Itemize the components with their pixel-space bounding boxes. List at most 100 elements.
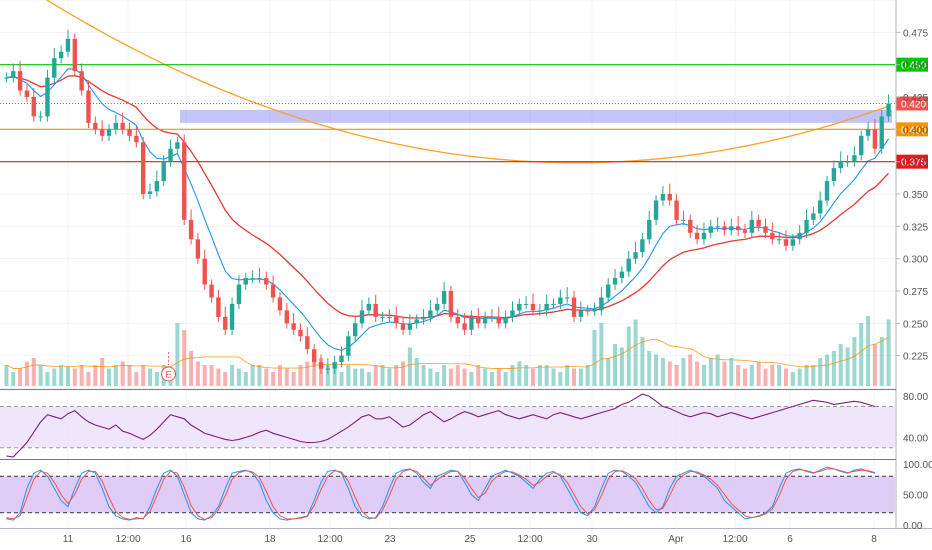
price-candles[interactable] — [4, 29, 891, 374]
candle-body — [65, 38, 71, 52]
volume-bar — [797, 368, 802, 386]
osc2-band — [0, 476, 895, 513]
volume-bar — [339, 372, 344, 386]
volume-bar — [189, 351, 194, 386]
volume-bar — [674, 365, 679, 386]
volume-bar — [387, 368, 392, 386]
volume-bar — [24, 361, 29, 386]
y-tick-label: 0.475 — [903, 28, 928, 39]
candle-body — [585, 310, 590, 312]
candle-body — [476, 316, 481, 324]
volume-bar — [462, 368, 467, 386]
volume-bar — [45, 372, 50, 386]
candle-body — [770, 232, 775, 240]
candle-body — [72, 38, 78, 72]
candle-body — [886, 103, 891, 117]
candle-body — [243, 278, 248, 285]
volume-bar — [106, 368, 111, 386]
volume-bar — [681, 358, 686, 386]
x-tick-label: 12:00 — [517, 534, 542, 545]
volume-bar — [360, 368, 365, 386]
volume-bar — [332, 368, 337, 386]
candle-body — [681, 219, 686, 221]
osc1-line — [6, 393, 876, 458]
volume-bar — [572, 368, 577, 386]
volume-bar — [606, 358, 611, 386]
event-marker-label: E — [166, 370, 172, 380]
volume-bar — [524, 365, 529, 386]
volume-bar — [503, 372, 508, 386]
volume-bar — [619, 347, 624, 386]
candle-body — [845, 161, 850, 163]
volume-bar — [489, 372, 494, 386]
candle-body — [113, 122, 119, 130]
event-marker-circle — [161, 366, 177, 382]
volume-bar — [722, 361, 727, 386]
volume-bar — [695, 361, 700, 386]
volume-bar — [230, 365, 235, 386]
volume-bar — [79, 365, 84, 386]
volume-bar — [585, 365, 590, 386]
candle-body — [708, 226, 713, 233]
volume-bar — [825, 354, 830, 386]
volume-bar — [182, 330, 187, 386]
candle-body — [277, 297, 283, 311]
candle-body — [428, 310, 433, 317]
candle-body — [811, 213, 816, 220]
candle-body — [469, 316, 474, 330]
volume-bar — [120, 361, 125, 386]
candle-body — [359, 310, 365, 324]
y-tick-label: 0.425 — [903, 93, 928, 104]
volume-bar — [100, 358, 105, 386]
volume-bar — [845, 347, 850, 386]
volume-bar — [544, 365, 549, 386]
volume-ma-line — [6, 337, 889, 369]
candle-body — [305, 336, 310, 350]
candle-body — [236, 284, 242, 304]
candle-body — [838, 161, 843, 169]
volume-bar — [291, 372, 296, 386]
volume-bar — [613, 344, 618, 386]
candle-body — [325, 368, 331, 370]
volume-bar — [93, 365, 98, 386]
oscillator-2-pane[interactable] — [0, 466, 895, 521]
volume-bar — [790, 372, 795, 386]
volume-bar — [872, 344, 877, 386]
volume-bar — [127, 365, 132, 386]
candle-body — [229, 303, 235, 330]
candle-body — [4, 77, 9, 79]
candle-body — [571, 297, 577, 317]
candle-body — [373, 303, 378, 317]
volume-bar — [407, 347, 412, 386]
volume-bar — [831, 351, 836, 386]
candle-body — [619, 271, 625, 279]
event-marker[interactable]: E — [161, 352, 177, 382]
candle-body — [455, 316, 460, 324]
volume-bar — [428, 368, 433, 386]
x-axis-labels: 11 12:00 16 18 12:00 23 25 12:00 30 Apr 12:00 6 8 — [63, 534, 877, 545]
osc2-tick-label: 100.00 — [903, 460, 932, 471]
candle-body — [688, 219, 693, 233]
volume-bar — [31, 358, 36, 386]
y-tick-label: 0.375 — [903, 158, 928, 169]
volume-bar — [353, 368, 358, 386]
volume-bar — [442, 365, 447, 386]
volume-bar — [141, 365, 146, 386]
candle-body — [99, 129, 105, 136]
ma-long-line — [45, 0, 889, 164]
candle-body — [783, 239, 789, 246]
candle-body — [626, 258, 631, 272]
volume-bar — [284, 368, 289, 386]
candle-body — [653, 200, 659, 220]
volume-bar — [264, 368, 269, 386]
volume-bar — [346, 365, 351, 386]
candle-body — [284, 310, 289, 324]
oscillator-1-pane[interactable] — [0, 393, 895, 458]
candle-body — [674, 200, 679, 220]
candle-body — [735, 226, 741, 231]
volume-bar — [59, 365, 64, 386]
candle-body — [168, 148, 173, 162]
candle-body — [147, 191, 153, 194]
candle-body — [551, 303, 556, 305]
